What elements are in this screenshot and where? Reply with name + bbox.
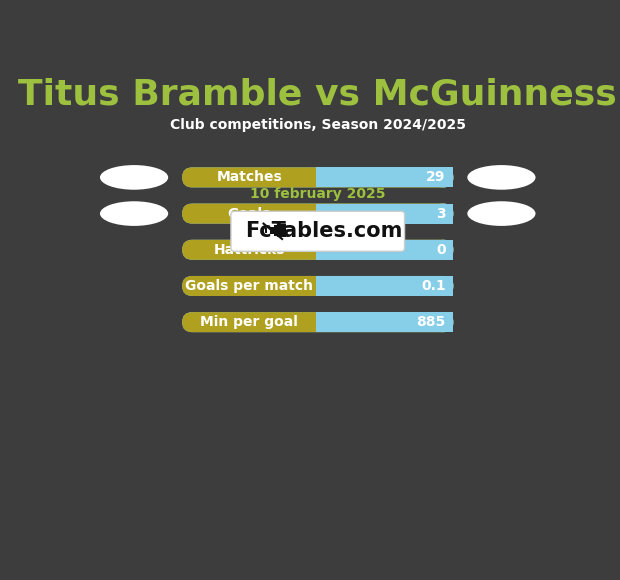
Text: 0: 0 — [436, 243, 446, 257]
Ellipse shape — [467, 201, 536, 226]
Bar — [270, 227, 273, 234]
Bar — [279, 224, 286, 237]
Ellipse shape — [100, 165, 168, 190]
Text: Min per goal: Min per goal — [200, 315, 298, 329]
Text: Matches: Matches — [216, 171, 282, 184]
Text: 10 february 2025: 10 february 2025 — [250, 187, 386, 201]
FancyBboxPatch shape — [182, 276, 453, 296]
Text: 0.1: 0.1 — [421, 279, 446, 293]
FancyBboxPatch shape — [182, 204, 453, 224]
Text: FcTables.com: FcTables.com — [246, 222, 402, 241]
FancyBboxPatch shape — [182, 168, 453, 187]
Bar — [275, 225, 280, 236]
FancyBboxPatch shape — [433, 312, 453, 332]
Ellipse shape — [100, 201, 168, 226]
FancyBboxPatch shape — [231, 211, 404, 251]
Text: 885: 885 — [417, 315, 446, 329]
FancyBboxPatch shape — [182, 240, 453, 260]
FancyBboxPatch shape — [433, 204, 453, 224]
Text: Goals per match: Goals per match — [185, 279, 313, 293]
Text: Titus Bramble vs McGuinness: Titus Bramble vs McGuinness — [19, 77, 617, 111]
Text: Club competitions, Season 2024/2025: Club competitions, Season 2024/2025 — [170, 118, 466, 132]
Text: 3: 3 — [436, 206, 446, 220]
Text: Hattricks: Hattricks — [213, 243, 285, 257]
Bar — [316, 240, 453, 260]
Bar — [316, 312, 453, 332]
Bar — [316, 168, 453, 187]
Ellipse shape — [467, 165, 536, 190]
Text: 29: 29 — [427, 171, 446, 184]
FancyBboxPatch shape — [182, 276, 453, 296]
Text: Goals: Goals — [228, 206, 271, 220]
FancyBboxPatch shape — [433, 240, 453, 260]
FancyBboxPatch shape — [433, 276, 453, 296]
FancyBboxPatch shape — [182, 168, 453, 187]
FancyBboxPatch shape — [182, 204, 453, 224]
FancyBboxPatch shape — [182, 312, 453, 332]
FancyBboxPatch shape — [182, 240, 453, 260]
FancyBboxPatch shape — [182, 312, 453, 332]
Bar — [316, 276, 453, 296]
Bar — [265, 228, 267, 233]
FancyBboxPatch shape — [433, 168, 453, 187]
Bar — [316, 204, 453, 224]
